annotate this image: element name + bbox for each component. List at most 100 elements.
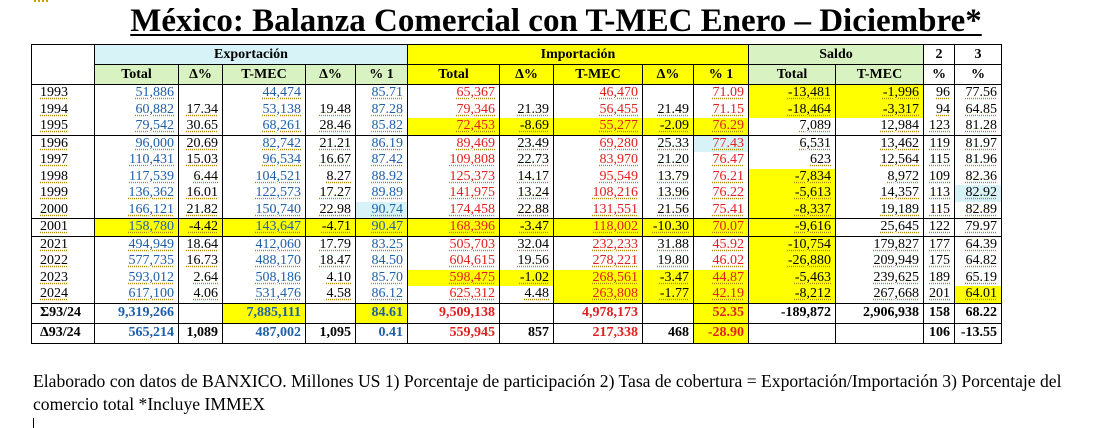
cell-exp-pct1: 85.82 [355, 118, 408, 136]
cell-saldo-tmec: 12,984 [835, 118, 924, 136]
cell-exp-total: 110,431 [94, 152, 179, 169]
cell-saldo-total: -8,337 [748, 201, 836, 219]
header-col3-pct: % [954, 64, 1002, 85]
cell-value: 8,972 [887, 168, 920, 184]
cell-col2: 96 [923, 84, 955, 102]
cell-saldo-tmec: 14,357 [835, 185, 924, 202]
table-row: 1998 117,539 6.44 104,521 8.27 88.92 125,373 14… [31, 168, 1002, 185]
cell-value: 96 [936, 85, 950, 101]
cell-imp-tmec-delta: 25.33 [642, 134, 694, 152]
cell-imp-tmec: 46,470 [553, 84, 643, 102]
cell-col3: 81.28 [954, 118, 1002, 136]
cell-imp-delta: 19.56 [499, 253, 554, 270]
cell-value: 96,534 [262, 152, 302, 167]
cell-exp-tmec-delta: -4.71 [305, 218, 356, 237]
cell-imp-tmec-delta: 21.49 [642, 101, 694, 118]
cell-imp-tmec-delta: 31.88 [642, 235, 694, 253]
cell-value: 28.46 [319, 118, 352, 133]
cell-exp-tmec: 150,740 [222, 201, 306, 219]
cell-col2: 94 [923, 101, 955, 118]
cell-value: 598,475 [449, 269, 496, 285]
cell-value: 104,521 [255, 168, 302, 184]
cell-value: 6.44 [193, 168, 219, 184]
cell-value: 21.39 [517, 101, 550, 117]
cell-value: 82.92 [965, 185, 998, 200]
cell-value: 2.64 [193, 269, 219, 285]
cell-exp-tmec: 44,474 [222, 84, 306, 102]
cell-value: 21.21 [319, 135, 352, 151]
cell-value: 13.79 [657, 168, 690, 184]
cell-imp-pct1: 76.21 [693, 168, 749, 185]
cell-value: 85.70 [371, 269, 404, 285]
cell-saldo-tmec: 267,668 [835, 286, 924, 304]
cell-value: 263,808 [592, 286, 639, 301]
sum-col3: 68.22 [954, 302, 1002, 324]
cell-value: 278,221 [592, 253, 639, 268]
cell-imp-tmec-delta: 19.80 [642, 253, 694, 270]
header-imp-pct1: % 1 [693, 64, 749, 85]
cell-saldo-total: -7,834 [748, 168, 836, 185]
cell-value: 109 [929, 168, 950, 184]
cell-imp-pct1: 44.87 [693, 269, 749, 286]
cell-exp-tmec: 82,742 [222, 134, 306, 152]
header-saldo: Saldo [748, 44, 924, 65]
cell-imp-delta: 22.73 [499, 152, 554, 169]
cell-imp-total: 125,373 [407, 168, 500, 185]
cell-value: 201 [929, 286, 950, 301]
cell-exp-tmec-delta: 8.27 [305, 168, 356, 185]
cell-col2: 115 [923, 201, 955, 219]
cell-value: 143,647 [255, 219, 302, 234]
text-cursor [33, 418, 34, 428]
cell-col3: 81.97 [954, 134, 1002, 152]
cell-value: 79,542 [135, 118, 175, 133]
cell-saldo-tmec: 8,972 [835, 168, 924, 185]
cell-imp-total: 89,469 [407, 134, 500, 152]
cell-exp-total: 117,539 [94, 168, 179, 185]
cell-value: 70.07 [712, 219, 745, 234]
cell-value: 81.97 [965, 135, 998, 151]
cell-imp-tmec: 108,216 [553, 185, 643, 202]
cell-exp-pct1: 87.28 [355, 101, 408, 118]
cell-value: 71.09 [712, 85, 745, 101]
cell-value: 122,573 [255, 185, 302, 200]
cell-value: 113 [929, 185, 950, 200]
cell-exp-delta: 16.73 [178, 253, 223, 270]
cell-imp-total: 109,808 [407, 152, 500, 169]
cell-value: 232,233 [592, 236, 639, 252]
cell-exp-tmec-delta: 28.46 [305, 118, 356, 136]
cell-value: 65.19 [965, 269, 998, 285]
delta-exp-total: 565,214 [94, 322, 179, 344]
cell-year: 1996 [31, 134, 95, 152]
cell-exp-tmec-delta: 17.79 [305, 235, 356, 253]
cell-col2: 119 [923, 134, 955, 152]
cell-imp-tmec: 83,970 [553, 152, 643, 169]
cell-saldo-total: -10,754 [748, 235, 836, 253]
sum-saldo-total: -189,872 [748, 302, 836, 324]
cell-value: 90.47 [371, 219, 404, 234]
cell-exp-total: 51,886 [94, 84, 179, 102]
cell-value: 13.96 [657, 185, 690, 200]
cell-exp-total: 79,542 [94, 118, 179, 136]
cell-value: 19.80 [657, 253, 690, 268]
cell-value: 617,100 [128, 286, 175, 301]
cell-value: 2024 [40, 286, 68, 301]
cell-value: 209,949 [873, 253, 920, 268]
table-row: 2023 593,012 2.64 508,186 4.10 85.70 598,475 -1… [31, 269, 1002, 286]
cell-value: 4.10 [326, 269, 352, 285]
cell-value: 89.89 [371, 185, 404, 200]
cell-imp-tmec: 69,280 [553, 134, 643, 152]
cell-exp-tmec: 122,573 [222, 185, 306, 202]
cell-saldo-total: -26,880 [748, 253, 836, 270]
corner-cell [31, 44, 95, 65]
cell-exp-pct1: 84.50 [355, 253, 408, 270]
sum-imp-tmec: 4,978,173 [553, 302, 643, 324]
sum-exp-delta [178, 302, 223, 324]
cell-value: 119 [929, 135, 950, 151]
cell-exp-pct1: 83.25 [355, 235, 408, 253]
cell-value: 64.85 [965, 101, 998, 117]
cell-value: 45.92 [712, 236, 745, 252]
header-imp-total: Total [407, 64, 500, 85]
cell-value: 22.88 [517, 201, 550, 217]
cell-value: 2000 [40, 201, 68, 217]
cell-value: 17.34 [186, 101, 219, 117]
